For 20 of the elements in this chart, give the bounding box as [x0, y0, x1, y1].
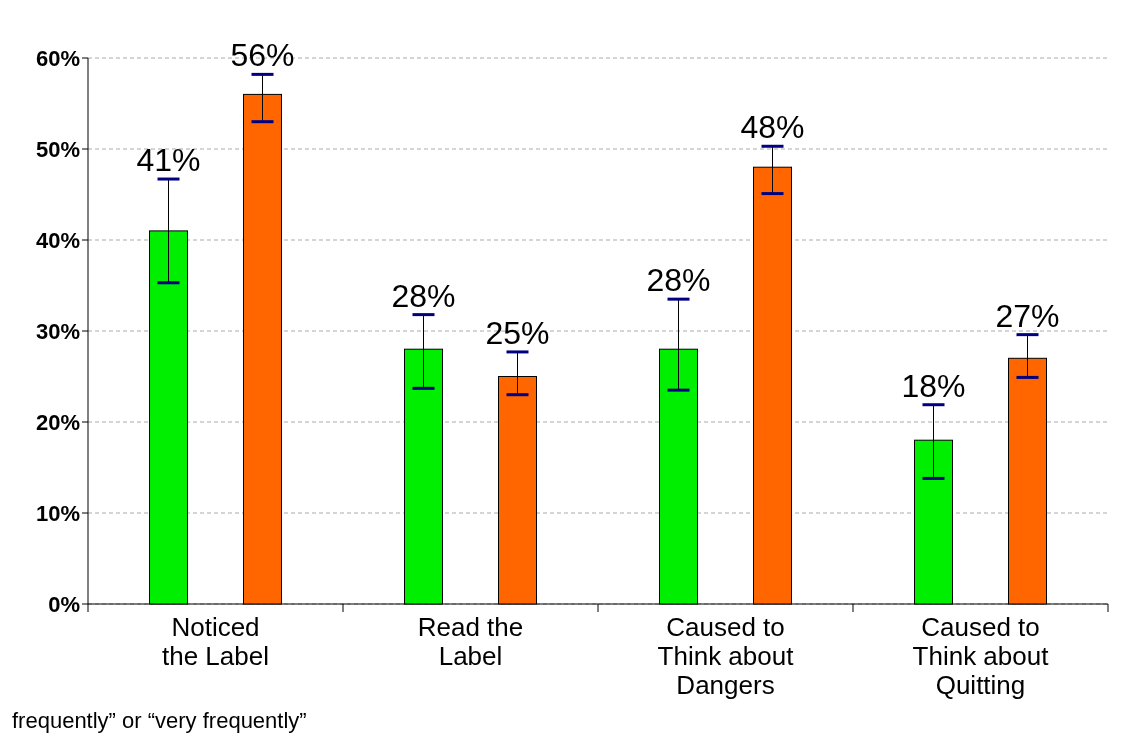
- data-label: 25%: [485, 314, 550, 351]
- y-tick-label: 20%: [35, 409, 80, 435]
- y-tick-label: 60%: [35, 45, 80, 71]
- data-label: 28%: [391, 277, 456, 314]
- data-label: 56%: [230, 37, 295, 74]
- x-tick-label: Noticed the Label: [162, 612, 269, 671]
- text: frequently” or “very frequently”: [12, 708, 307, 733]
- data-label: 27%: [995, 297, 1060, 334]
- y-tick-label: 10%: [35, 500, 80, 526]
- y-tick-label: 40%: [35, 227, 80, 253]
- data-label: 18%: [901, 367, 966, 404]
- data-label: 28%: [646, 262, 711, 299]
- y-tick-label: 30%: [35, 318, 80, 344]
- y-tick-label: 0%: [48, 591, 80, 617]
- x-tick-label: Caused to Think about Dangers: [657, 612, 795, 700]
- data-label: 48%: [740, 109, 805, 146]
- x-tick-label: Read the Label: [417, 612, 524, 671]
- data-label: 41%: [136, 142, 201, 179]
- y-tick-label: 50%: [35, 136, 80, 162]
- x-tick-label: Caused to Think about Quitting: [912, 612, 1050, 700]
